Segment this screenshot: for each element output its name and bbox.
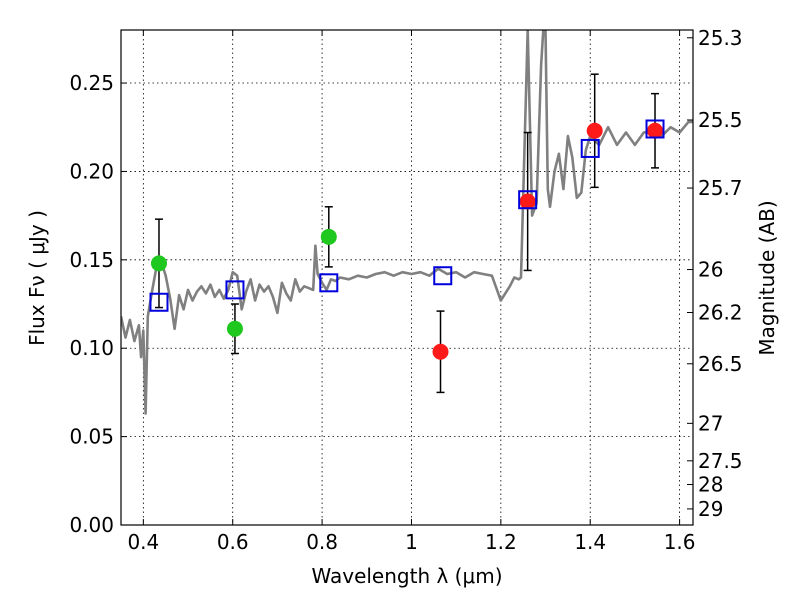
y-tick-label: 0.25 — [69, 71, 114, 95]
model-photometry-square — [149, 292, 169, 312]
red-data-point — [519, 193, 536, 210]
model-photometry-square — [518, 190, 538, 210]
y-tick-label: 0.15 — [69, 248, 114, 272]
y2-tick-label: 26.5 — [698, 352, 743, 376]
plot-frame — [120, 29, 694, 526]
y2-tick-label: 27 — [698, 411, 723, 435]
model-spectrum-line — [121, 30, 693, 415]
red-data-point — [586, 122, 603, 139]
green-data-point — [226, 320, 243, 337]
x-tick-label: 0.8 — [306, 530, 338, 554]
y2-tick-label: 28 — [698, 473, 723, 497]
x-tick-label: 1 — [405, 530, 418, 554]
y2-axis-label: Magnitude (AB) — [755, 200, 779, 355]
y2-tick-label: 27.5 — [698, 449, 743, 473]
model-photometry-square — [645, 119, 665, 139]
red-data-point — [647, 122, 664, 139]
x-tick-label: 0.4 — [127, 530, 159, 554]
green-data-point — [320, 228, 337, 245]
data-layer — [121, 30, 693, 415]
model-photometry-square — [319, 273, 339, 293]
x-tick-label: 1.2 — [485, 530, 517, 554]
y-tick-label: 0.10 — [69, 336, 114, 360]
markers — [149, 119, 665, 360]
y2-tick-label: 25.5 — [698, 108, 743, 132]
plot-background — [121, 30, 693, 525]
x-tick-label: 0.6 — [217, 530, 249, 554]
y2-tick-label: 25.3 — [698, 26, 743, 50]
red-data-point — [432, 343, 449, 360]
green-data-point — [150, 255, 167, 272]
axis-ticks: 0.4 0.6 0.8 1 1.2 1.4 1.6 0.00 0.05 0.10 0.15 0.20 0… — [69, 26, 742, 554]
y2-tick-label: 26.2 — [698, 301, 743, 325]
y-tick-label: 0.20 — [69, 159, 114, 183]
x-axis-label: Wavelength λ (μm) — [311, 564, 502, 588]
y2-tick-label: 25.7 — [698, 176, 743, 200]
y2-tick-label: 26 — [698, 258, 723, 282]
y-tick-label: 0.05 — [69, 425, 114, 449]
model-photometry-square — [433, 266, 453, 286]
y-axis-label: Flux Fν ( μJy ) — [25, 210, 49, 346]
model-photometry-square — [225, 280, 245, 300]
y-tick-label: 0.00 — [69, 513, 114, 537]
x-tick-label: 1.6 — [664, 530, 696, 554]
model-photometry-square — [580, 138, 600, 158]
x-tick-label: 1.4 — [574, 530, 606, 554]
y2-tick-label: 29 — [698, 497, 723, 521]
